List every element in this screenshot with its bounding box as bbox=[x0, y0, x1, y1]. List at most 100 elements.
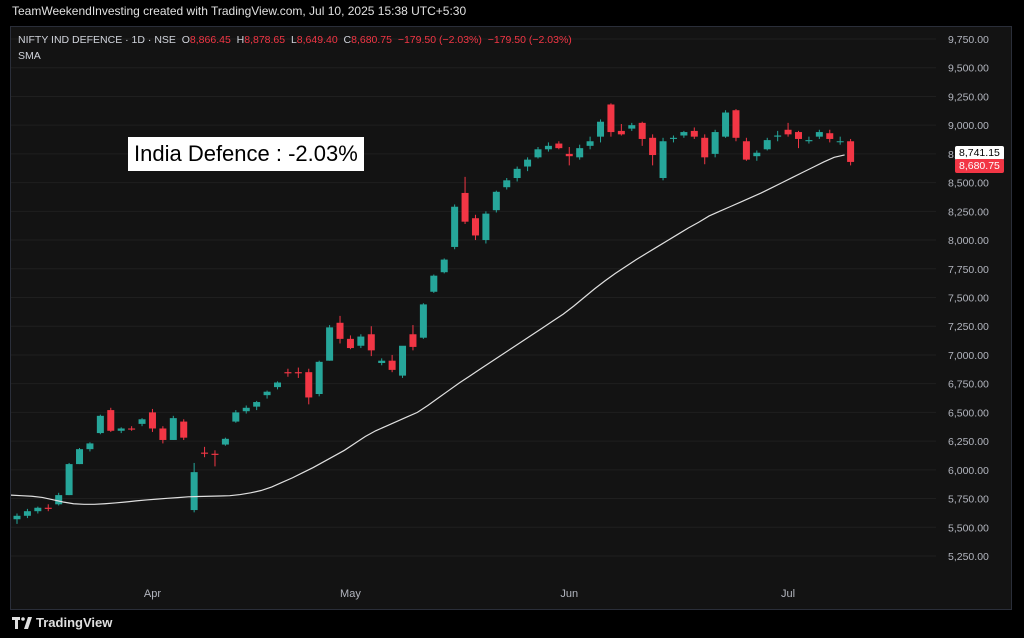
candle-body bbox=[55, 495, 63, 505]
candle-body bbox=[294, 372, 302, 374]
candle-body bbox=[555, 143, 563, 149]
candle-body bbox=[628, 125, 636, 129]
candle-body bbox=[722, 112, 730, 137]
y-tick-label: 6,750.00 bbox=[948, 379, 989, 391]
legend-low-label: L bbox=[290, 34, 297, 46]
candle-body bbox=[742, 141, 750, 160]
candle-body bbox=[565, 153, 573, 157]
candle-body bbox=[274, 382, 281, 388]
candle-body bbox=[669, 137, 677, 139]
candle-body bbox=[128, 428, 136, 430]
candle-body bbox=[357, 336, 365, 346]
candle-body bbox=[169, 418, 177, 440]
legend-open-label: O bbox=[181, 34, 190, 46]
y-tick-label: 9,500.00 bbox=[948, 63, 989, 75]
candle-body bbox=[221, 438, 229, 445]
footer-branding: TradingView bbox=[12, 615, 112, 630]
candle-body bbox=[711, 132, 719, 154]
y-tick-label: 6,500.00 bbox=[948, 407, 989, 419]
legend-open: 8,866.45 bbox=[189, 34, 231, 46]
candle-body bbox=[482, 213, 490, 241]
candle-body bbox=[524, 159, 532, 167]
candle-body bbox=[576, 148, 584, 158]
candle-body bbox=[597, 121, 605, 137]
candle-body bbox=[805, 140, 813, 142]
y-tick-label: 9,750.00 bbox=[948, 34, 989, 46]
candle-body bbox=[826, 133, 834, 139]
annotation-label: India Defence : -2.03% bbox=[128, 137, 364, 171]
chart-pane[interactable]: 9,750.009,500.009,250.009,000.008,750.00… bbox=[10, 26, 1012, 610]
candle-body bbox=[430, 275, 438, 292]
chart-header: TeamWeekendInvesting created with Tradin… bbox=[12, 4, 467, 18]
legend-symbol[interactable]: NIFTY IND DEFENCE · 1D · NSE bbox=[18, 34, 176, 46]
candle-body bbox=[34, 507, 42, 512]
y-tick-label: 6,000.00 bbox=[948, 465, 989, 477]
tradingview-logo-icon bbox=[12, 616, 32, 629]
candle-body bbox=[638, 122, 646, 139]
candle-body bbox=[107, 410, 115, 431]
candle-body bbox=[65, 464, 73, 496]
tradingview-brand[interactable]: TradingView bbox=[36, 615, 113, 630]
candle-body bbox=[680, 132, 688, 136]
candle-body bbox=[326, 327, 334, 361]
x-tick-label: Apr bbox=[144, 588, 161, 600]
candle-body bbox=[44, 507, 52, 509]
candlestick-chart[interactable]: 9,750.009,500.009,250.009,000.008,750.00… bbox=[11, 27, 1013, 611]
candle-body bbox=[586, 141, 594, 146]
x-tick-label: Jul bbox=[781, 588, 795, 600]
x-tick-label: Jun bbox=[560, 588, 578, 600]
y-tick-label: 9,250.00 bbox=[948, 91, 989, 103]
candle-body bbox=[815, 132, 823, 137]
candle-body bbox=[461, 192, 469, 222]
candle-body bbox=[774, 135, 782, 137]
candle-body bbox=[732, 110, 740, 138]
candle-body bbox=[701, 137, 709, 158]
candle-body bbox=[211, 453, 219, 455]
candle-body bbox=[492, 191, 500, 211]
y-tick-label: 7,250.00 bbox=[948, 321, 989, 333]
y-tick-label: 9,000.00 bbox=[948, 120, 989, 132]
candle-body bbox=[378, 360, 386, 363]
legend-change-2: −179.50 (−2.03%) bbox=[487, 34, 572, 46]
candle-body bbox=[544, 145, 552, 150]
candle-body bbox=[784, 129, 792, 135]
y-tick-label: 7,000.00 bbox=[948, 350, 989, 362]
candle-body bbox=[23, 511, 31, 516]
candle-body bbox=[201, 452, 209, 454]
candle-body bbox=[649, 137, 657, 156]
candle-body bbox=[503, 180, 511, 188]
candle-body bbox=[346, 338, 354, 349]
legend-change: −179.50 (−2.03%) bbox=[397, 34, 482, 46]
candle-body bbox=[836, 141, 844, 143]
candle-body bbox=[305, 372, 313, 398]
candle-body bbox=[367, 334, 375, 351]
legend-high: 8,878.65 bbox=[244, 34, 286, 46]
candle-body bbox=[117, 428, 125, 431]
candle-body bbox=[315, 361, 323, 395]
y-tick-label: 8,000.00 bbox=[948, 235, 989, 247]
candle-body bbox=[190, 472, 198, 511]
candle-body bbox=[242, 407, 250, 412]
candle-body bbox=[148, 412, 156, 429]
candle-body bbox=[795, 132, 802, 139]
candle-body bbox=[336, 322, 344, 339]
candle-body bbox=[76, 449, 84, 465]
legend-sma[interactable]: SMA bbox=[18, 50, 41, 62]
candle-body bbox=[471, 218, 479, 236]
candle-body bbox=[847, 141, 855, 162]
candle-body bbox=[86, 443, 94, 450]
y-tick-label: 8,500.00 bbox=[948, 178, 989, 190]
legend-low: 8,649.40 bbox=[296, 34, 338, 46]
candle-body bbox=[180, 421, 188, 438]
candle-body bbox=[440, 259, 448, 273]
legend-high-label: H bbox=[236, 34, 245, 46]
candle-body bbox=[263, 391, 271, 396]
candle-body bbox=[607, 104, 615, 133]
sma-line bbox=[11, 154, 845, 505]
legend-close-label: C bbox=[343, 34, 352, 46]
x-tick-label: May bbox=[340, 588, 361, 600]
y-tick-label: 5,750.00 bbox=[948, 494, 989, 506]
y-tick-label: 7,500.00 bbox=[948, 293, 989, 305]
y-tick-label: 6,250.00 bbox=[948, 436, 989, 448]
candle-body bbox=[513, 168, 521, 179]
